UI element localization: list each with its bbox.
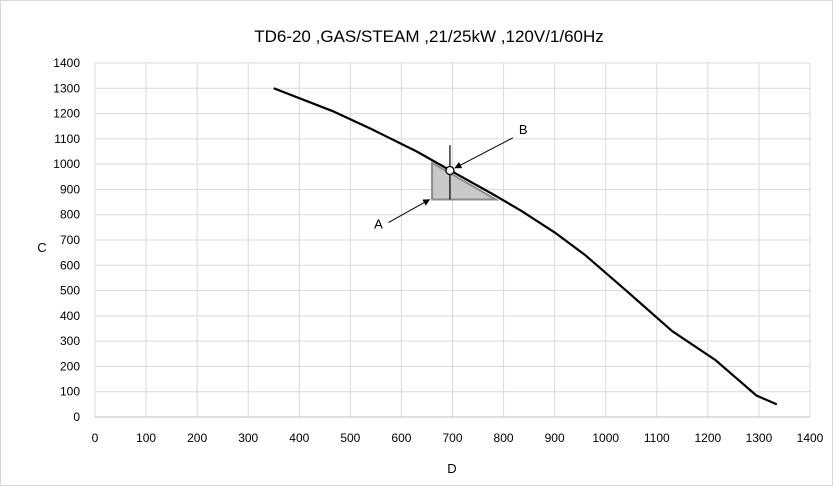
x-axis-title: D xyxy=(447,461,456,476)
y-tick-label: 700 xyxy=(60,233,80,247)
x-tick-label: 900 xyxy=(545,431,565,445)
y-tick-label: 500 xyxy=(60,284,80,298)
annotation-arrow xyxy=(454,137,514,169)
y-tick-label: 1300 xyxy=(53,81,80,95)
annotations: AB xyxy=(374,122,527,232)
y-tick-label: 1400 xyxy=(53,56,80,70)
annotation-label-b: B xyxy=(519,122,528,137)
y-tick-label: 200 xyxy=(60,359,80,373)
tick-labels: 0 100 200 300 400 500 600 700 800 900 1000 1100 1200… xyxy=(53,56,823,445)
y-tick-label: 400 xyxy=(60,309,80,323)
series-line xyxy=(273,87,778,406)
annotation-label-a: A xyxy=(374,217,383,232)
series-layer xyxy=(273,87,778,406)
y-tick-label: 0 xyxy=(73,410,80,424)
y-tick-label: 1100 xyxy=(54,132,80,146)
y-tick-label: 1200 xyxy=(53,107,80,121)
y-tick-label: 900 xyxy=(60,182,80,196)
x-tick-label: 500 xyxy=(340,431,360,445)
y-tick-label: 100 xyxy=(60,385,80,399)
y-tick-label: 1000 xyxy=(53,157,80,171)
y-tick-label: 600 xyxy=(60,258,80,272)
y-axis-title: C xyxy=(37,240,46,255)
operating-point-marker xyxy=(445,165,455,176)
x-tick-label: 1100 xyxy=(644,431,670,445)
x-tick-label: 300 xyxy=(238,431,258,445)
x-tick-label: 1300 xyxy=(746,431,773,445)
x-tick-label: 700 xyxy=(442,431,462,445)
x-tick-label: 1000 xyxy=(592,431,619,445)
x-tick-label: 800 xyxy=(494,431,514,445)
x-tick-label: 600 xyxy=(391,431,411,445)
x-tick-label: 400 xyxy=(289,431,309,445)
y-tick-label: 800 xyxy=(60,208,80,222)
x-tick-label: 0 xyxy=(92,431,99,445)
chart-title: TD6-20 ,GAS/STEAM ,21/25kW ,120V/1/60Hz xyxy=(254,27,604,46)
x-tick-label: 1400 xyxy=(797,431,824,445)
x-tick-label: 200 xyxy=(187,431,207,445)
annotation-arrow xyxy=(388,199,431,224)
x-tick-label: 100 xyxy=(136,431,156,445)
y-tick-label: 300 xyxy=(60,334,80,348)
x-tick-label: 1200 xyxy=(695,431,722,445)
